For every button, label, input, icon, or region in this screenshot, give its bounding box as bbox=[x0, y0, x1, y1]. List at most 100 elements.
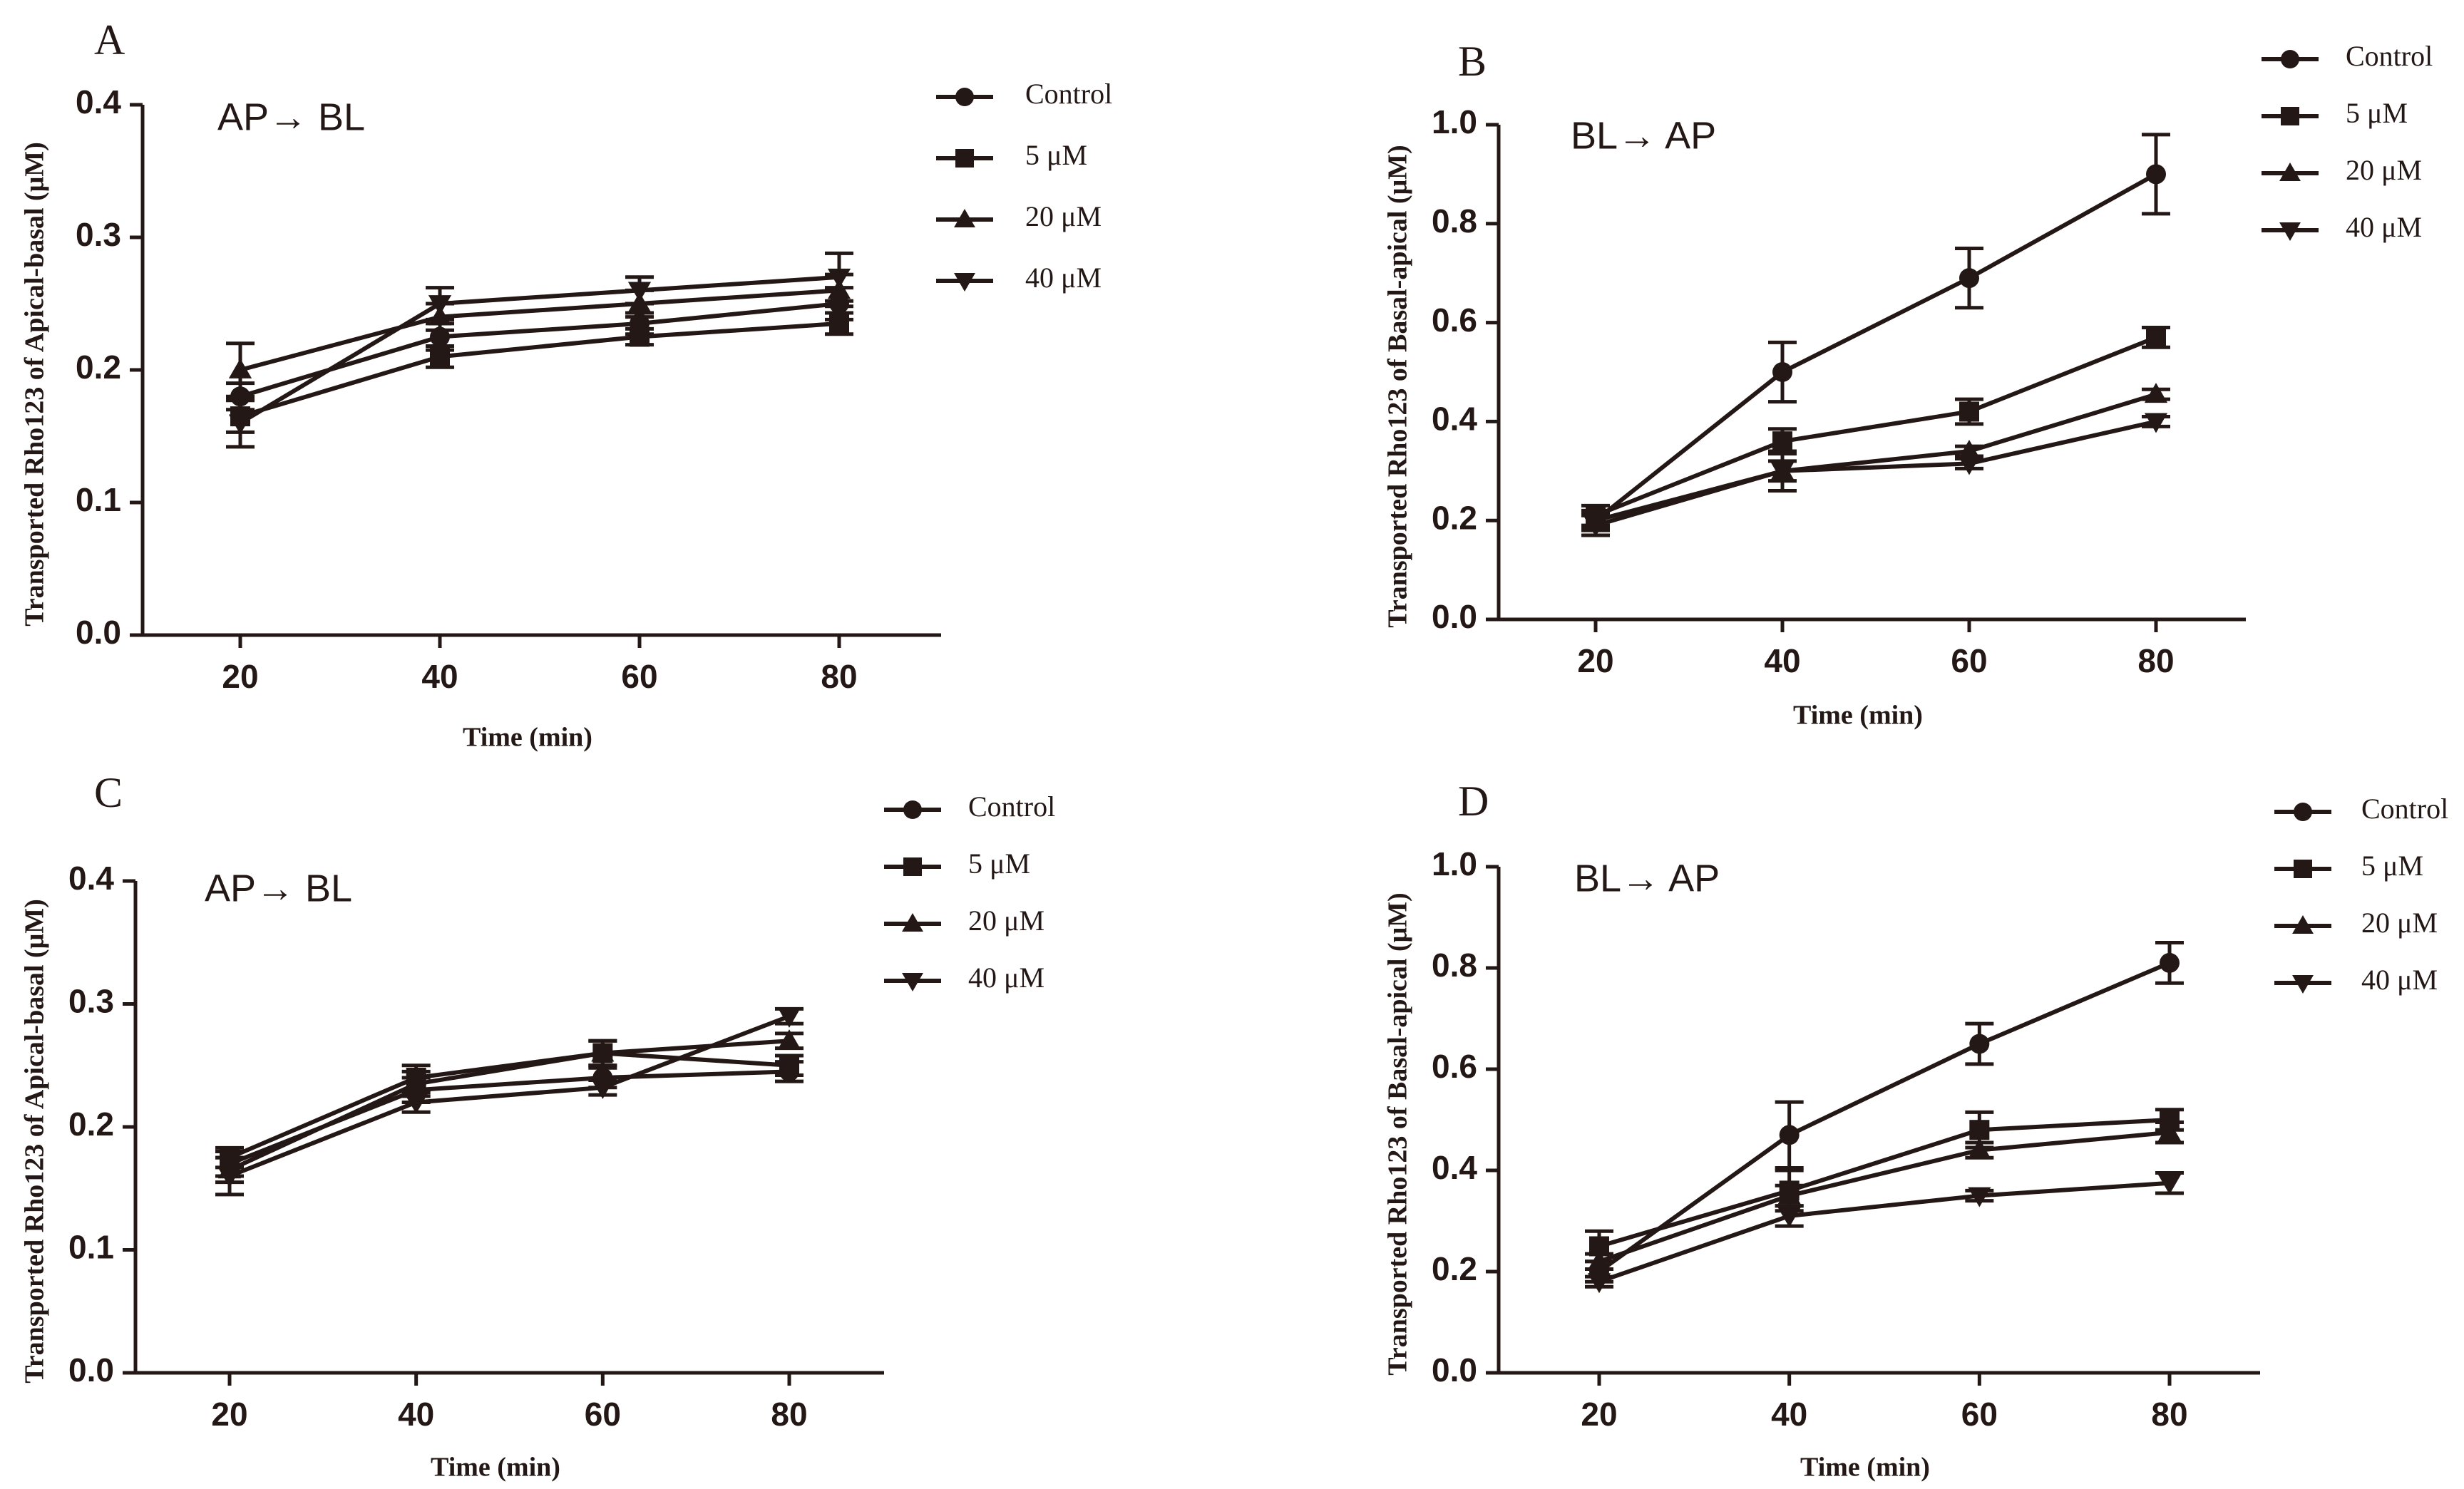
data-point bbox=[217, 1168, 242, 1188]
direction-annotation: BL→ AP bbox=[1574, 857, 1720, 900]
series-line bbox=[1595, 392, 2157, 523]
series-line bbox=[1594, 172, 2157, 522]
y-tick-label: 0.3 bbox=[76, 216, 121, 253]
data-point bbox=[1968, 1138, 1991, 1159]
series-3 bbox=[1581, 383, 2170, 530]
series-line bbox=[240, 288, 840, 372]
legend: Control 5 μM 20 μM 40 μM bbox=[936, 78, 1112, 294]
legend-marker bbox=[955, 88, 974, 106]
x-tick-label: 60 bbox=[585, 1396, 621, 1433]
y-tick-label: 0.3 bbox=[68, 983, 114, 1020]
data-point bbox=[1969, 1034, 1990, 1054]
legend-label: Control bbox=[968, 790, 1055, 823]
legend-label: 40 μM bbox=[2361, 964, 2438, 996]
data-point bbox=[1777, 1207, 1801, 1227]
series-4 bbox=[215, 1006, 804, 1197]
legend-label: Control bbox=[1025, 78, 1112, 110]
panel-letter: C bbox=[94, 769, 123, 816]
data-point bbox=[1583, 517, 1608, 537]
data-point bbox=[627, 282, 652, 302]
x-tick-label: 40 bbox=[398, 1396, 434, 1433]
series-1 bbox=[215, 1060, 804, 1178]
data-point bbox=[1772, 362, 1792, 382]
y-tick-label: 0.4 bbox=[68, 860, 114, 897]
data-point bbox=[777, 1029, 801, 1050]
legend: Control 5 μM 20 μM 40 μM bbox=[2262, 40, 2433, 243]
x-axis-label: Time (min) bbox=[463, 723, 592, 753]
data-point bbox=[630, 326, 650, 347]
y-tick-label: 0.0 bbox=[1432, 1351, 1477, 1388]
series-3 bbox=[1585, 1120, 2184, 1271]
direction-annotation: BL→ AP bbox=[1571, 114, 1716, 157]
y-axis-label: Transported Rho123 of Basal-apical (μM) bbox=[1383, 892, 1413, 1375]
legend-marker bbox=[2279, 163, 2301, 182]
legend-marker bbox=[954, 209, 975, 228]
legend-marker bbox=[903, 800, 922, 819]
series-4 bbox=[1585, 1171, 2184, 1294]
data-point bbox=[827, 268, 851, 289]
data-point bbox=[2146, 164, 2166, 185]
x-tick-label: 40 bbox=[1764, 642, 1800, 679]
y-tick-label: 0.0 bbox=[68, 1351, 114, 1388]
data-point bbox=[1772, 431, 1792, 452]
legend-label: 40 μM bbox=[1025, 262, 1102, 294]
legend-label: 5 μM bbox=[1025, 139, 1087, 171]
x-tick-label: 60 bbox=[621, 658, 657, 695]
series-1 bbox=[1581, 133, 2170, 532]
data-point bbox=[2157, 1174, 2182, 1195]
series-4 bbox=[226, 251, 853, 449]
y-axis-label: Transported Rho123 of Apical-basal (μM) bbox=[20, 142, 50, 627]
direction-annotation: AP→ BL bbox=[205, 867, 352, 910]
y-tick-label: 0.0 bbox=[76, 614, 121, 651]
panel-letter: D bbox=[1458, 778, 1489, 825]
legend-marker bbox=[903, 857, 922, 876]
series-3 bbox=[226, 272, 853, 398]
x-axis-label: Time (min) bbox=[1800, 1453, 1930, 1483]
legend-marker bbox=[955, 149, 974, 168]
legend-marker bbox=[2292, 974, 2314, 994]
series-line bbox=[228, 1014, 791, 1178]
data-point bbox=[1959, 401, 1979, 422]
y-tick-label: 0.6 bbox=[1432, 1048, 1477, 1085]
series-4 bbox=[1581, 413, 2170, 537]
series-line bbox=[1598, 961, 2171, 1274]
legend-marker bbox=[902, 972, 923, 991]
series-line bbox=[228, 1051, 790, 1160]
series-2 bbox=[1581, 326, 2170, 527]
y-axis-label: Transported Rho123 of Basal-apical (μM) bbox=[1383, 145, 1413, 627]
y-tick-label: 0.2 bbox=[76, 349, 121, 386]
data-point bbox=[1959, 268, 1979, 289]
data-point bbox=[404, 1093, 428, 1114]
data-point bbox=[228, 414, 252, 435]
y-tick-label: 0.0 bbox=[1432, 598, 1477, 635]
x-tick-label: 40 bbox=[1771, 1396, 1807, 1433]
data-point bbox=[1957, 455, 1981, 475]
y-axis-label: Transported Rho123 of Apical-basal (μM) bbox=[20, 899, 50, 1384]
data-point bbox=[2144, 383, 2168, 403]
data-point bbox=[1779, 1125, 1800, 1145]
legend-label: 5 μM bbox=[2346, 97, 2408, 129]
x-axis-label: Time (min) bbox=[431, 1453, 560, 1483]
y-tick-label: 0.4 bbox=[1432, 401, 1477, 438]
series-line bbox=[1598, 1130, 2170, 1264]
legend-marker bbox=[2294, 860, 2312, 878]
data-point bbox=[591, 1078, 615, 1099]
series-line bbox=[1594, 335, 2157, 518]
legend-label: 5 μM bbox=[968, 847, 1030, 880]
data-point bbox=[1957, 439, 1981, 460]
data-point bbox=[228, 358, 252, 378]
legend-marker bbox=[2281, 50, 2299, 68]
legend: Control 5 μM 20 μM 40 μM bbox=[884, 790, 1055, 994]
data-point bbox=[2146, 327, 2166, 348]
chart-panel-d: D BL→ AP 0.0 0.2 0.4 0.6 0.8 1.0 20 40 60 80 Time (m… bbox=[1383, 778, 2449, 1483]
data-point bbox=[404, 1072, 428, 1093]
legend-marker bbox=[2281, 107, 2299, 125]
chart-panel-a: A AP→ BL 0.0 0.1 0.2 0.3 0.4 20 40 60 80 Time (min)… bbox=[20, 16, 1113, 753]
y-tick-label: 0.8 bbox=[1432, 947, 1477, 984]
legend-label: 40 μM bbox=[968, 962, 1044, 994]
data-point bbox=[1587, 1250, 1611, 1270]
data-point bbox=[777, 1007, 801, 1028]
data-point bbox=[779, 1055, 799, 1076]
x-tick-label: 80 bbox=[771, 1396, 807, 1433]
